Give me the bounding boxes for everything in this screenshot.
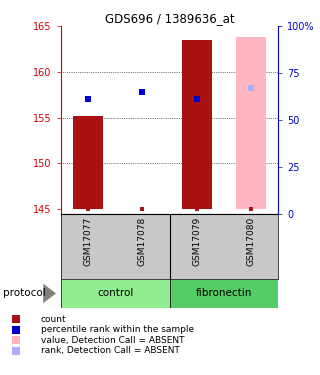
Text: GSM17079: GSM17079 [192, 217, 201, 266]
Point [13, 348, 18, 354]
Text: fibronectin: fibronectin [196, 288, 252, 298]
Point [249, 86, 254, 92]
Point [249, 206, 254, 212]
Point [13, 337, 18, 343]
Point [85, 96, 91, 102]
Text: GSM17080: GSM17080 [247, 217, 256, 266]
Text: value, Detection Call = ABSENT: value, Detection Call = ABSENT [41, 336, 184, 345]
Text: GSM17078: GSM17078 [138, 217, 147, 266]
Point [85, 206, 91, 212]
Point [13, 327, 18, 333]
Text: control: control [97, 288, 133, 298]
Text: count: count [41, 315, 67, 324]
Point [13, 316, 18, 322]
Text: rank, Detection Call = ABSENT: rank, Detection Call = ABSENT [41, 346, 180, 355]
Bar [73, 116, 103, 209]
Polygon shape [43, 284, 56, 303]
Bar [236, 37, 266, 209]
Title: GDS696 / 1389636_at: GDS696 / 1389636_at [105, 12, 235, 25]
Point [194, 96, 199, 102]
Point [140, 89, 145, 95]
Point [140, 206, 145, 212]
Text: GSM17077: GSM17077 [84, 217, 92, 266]
Text: percentile rank within the sample: percentile rank within the sample [41, 325, 194, 334]
Bar [182, 40, 212, 209]
Bar [170, 279, 278, 308]
Point [194, 206, 199, 212]
Text: protocol: protocol [3, 288, 46, 298]
Bar [61, 279, 170, 308]
